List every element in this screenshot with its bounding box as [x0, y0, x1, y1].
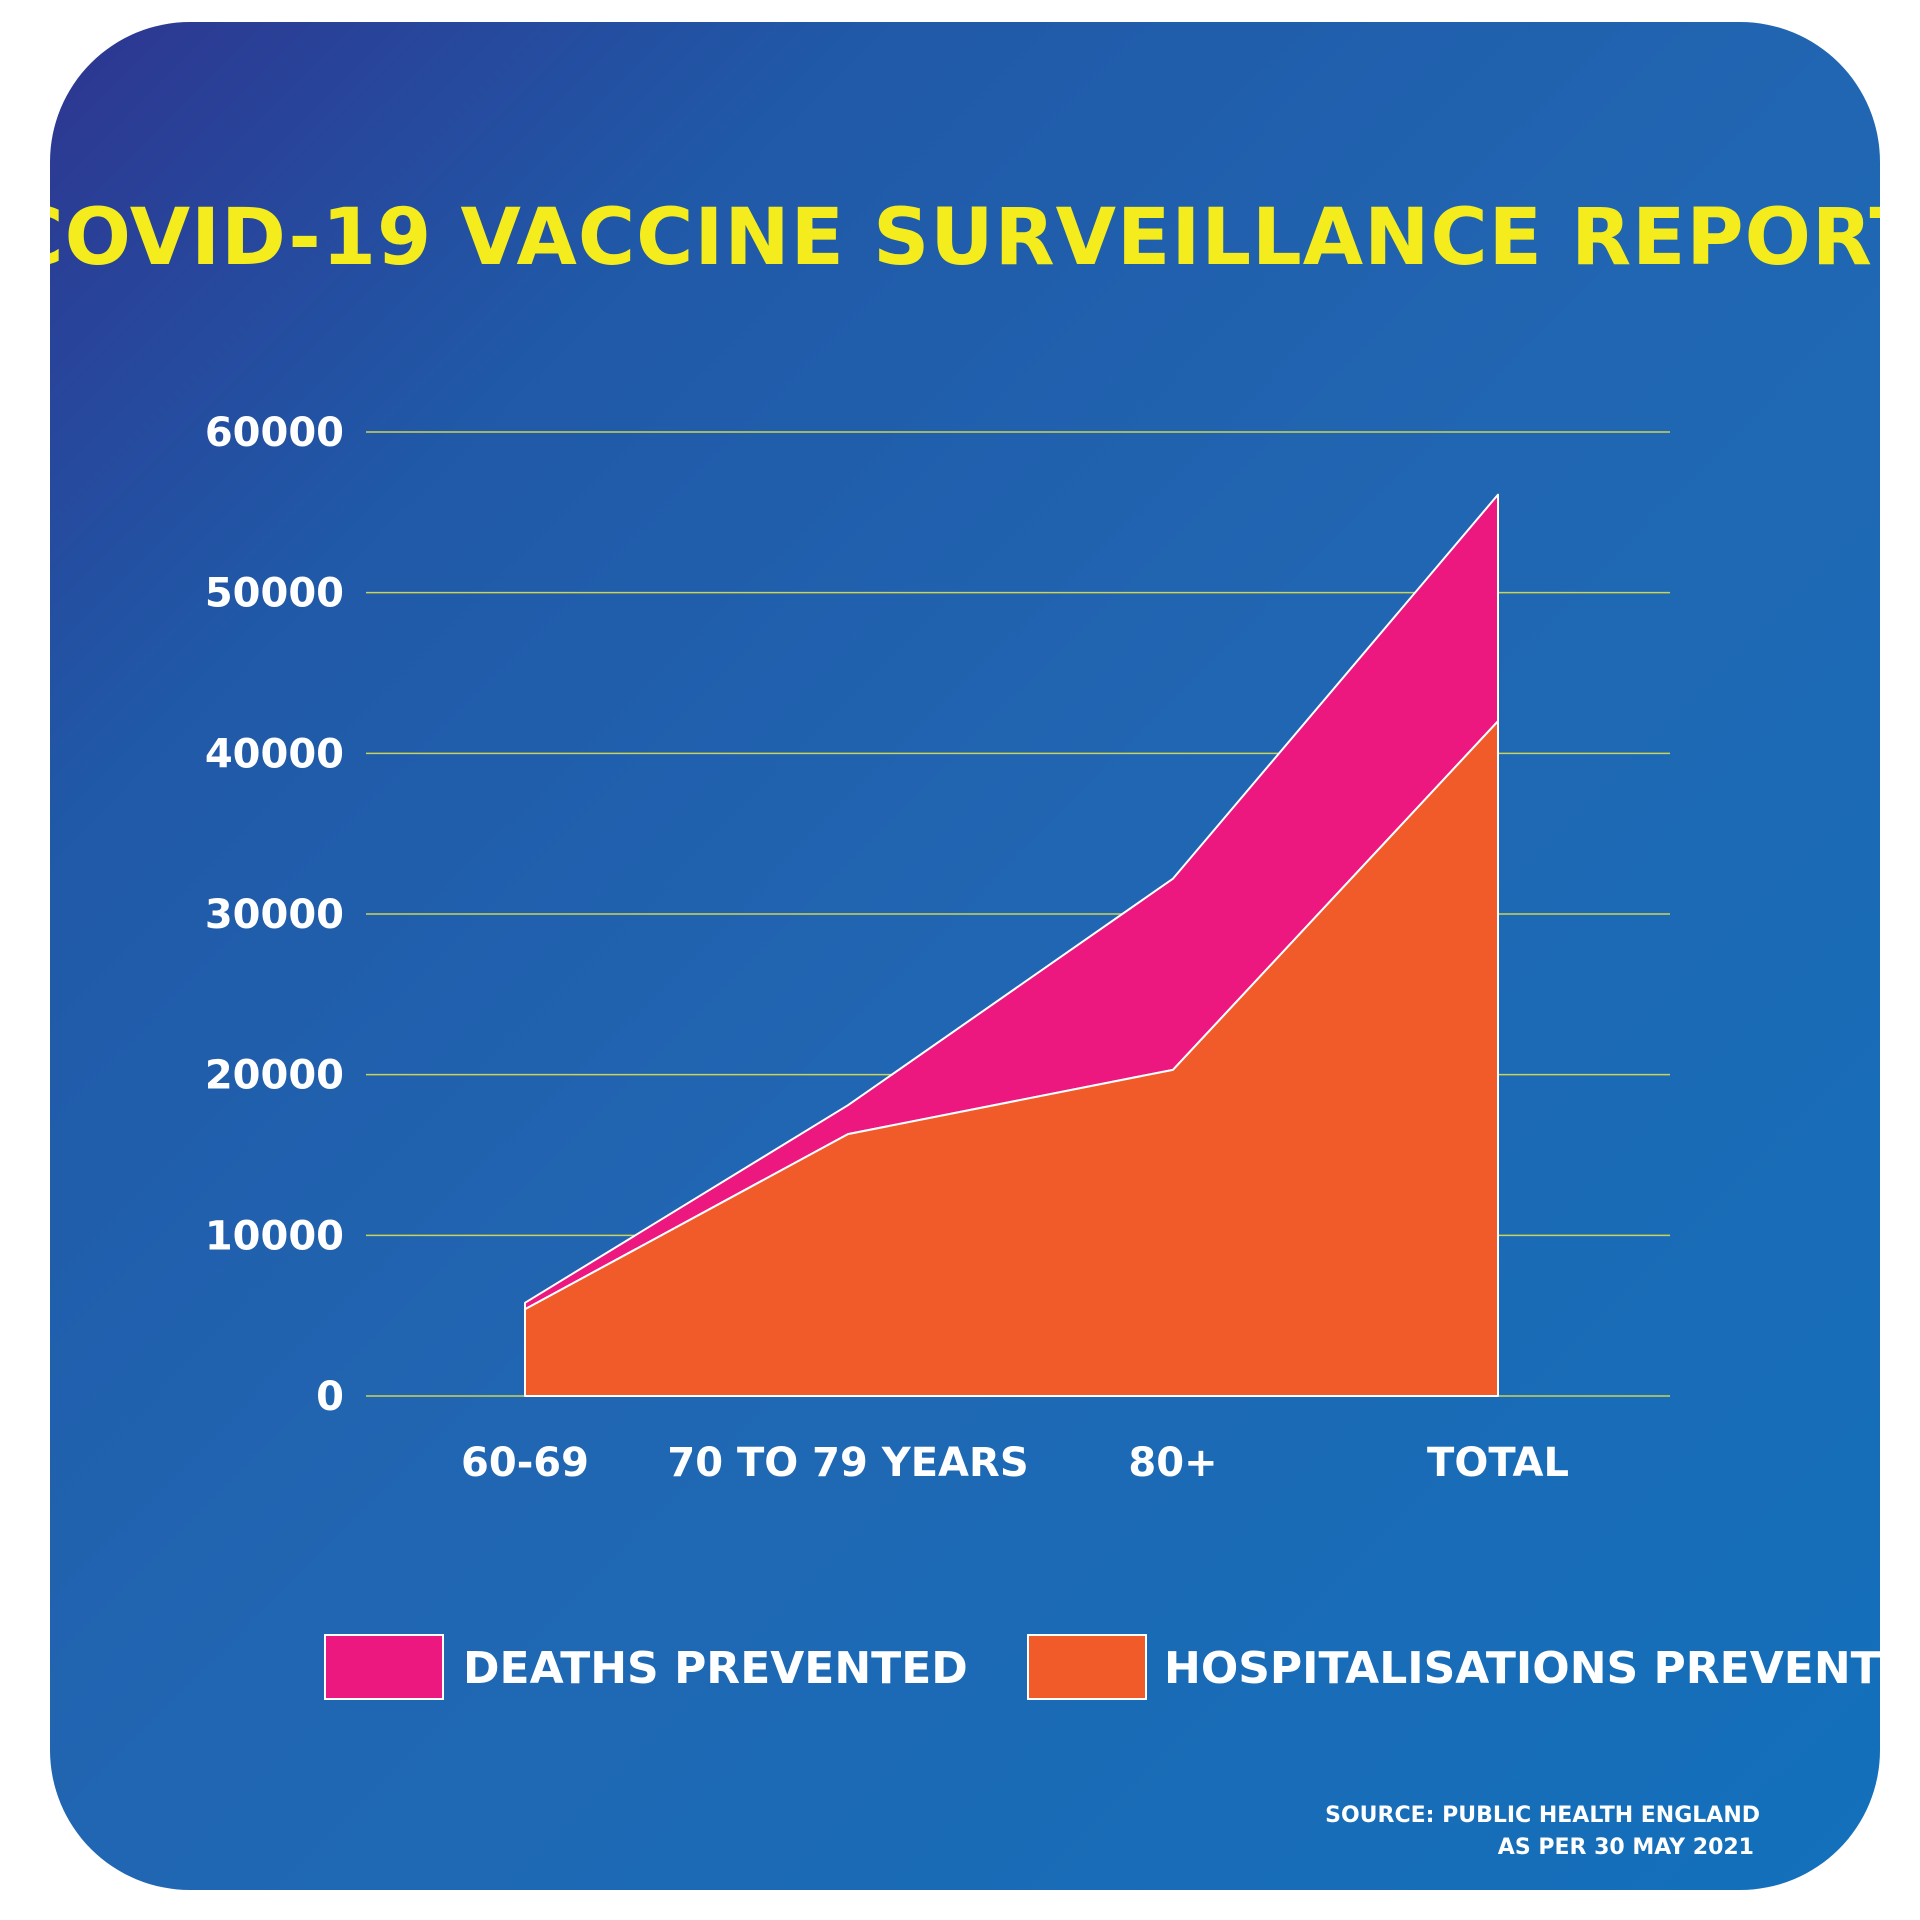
y-axis-ticks: 0 10000 20000 30000 40000 50000 60000 — [205, 410, 344, 1420]
x-tick-label: 80+ — [1128, 1440, 1217, 1486]
area-chart: COVID-19 VACCINE SURVEILLANCE REPORT 0 10… — [50, 193, 1880, 1860]
legend-label-deaths: DEATHS PREVENTED — [463, 1643, 968, 1694]
y-tick-label: 20000 — [205, 1053, 344, 1099]
y-tick-label: 0 — [316, 1374, 344, 1420]
legend-label-hospitalisations: HOSPITALISATIONS PREVENTED — [1164, 1643, 1880, 1694]
area-hospitalisations-prevented — [524, 720, 1499, 1397]
area-series — [524, 493, 1499, 1397]
y-tick-label: 30000 — [205, 892, 344, 938]
x-tick-label: 70 TO 79 YEARS — [667, 1440, 1028, 1486]
y-tick-label: 60000 — [205, 410, 344, 456]
infographic-card: COVID-19 VACCINE SURVEILLANCE REPORT 0 10… — [50, 22, 1880, 1890]
y-tick-label: 10000 — [205, 1213, 344, 1259]
x-axis-ticks: 60-69 70 TO 79 YEARS 80+ TOTAL — [461, 1440, 1569, 1486]
x-tick-label: 60-69 — [461, 1440, 589, 1486]
chart-title: COVID-19 VACCINE SURVEILLANCE REPORT — [50, 193, 1880, 283]
y-tick-label: 40000 — [205, 731, 344, 777]
y-tick-label: 50000 — [205, 571, 344, 617]
source-note: SOURCE: PUBLIC HEALTH ENGLAND AS PER 30 … — [1325, 1803, 1760, 1860]
x-tick-label: TOTAL — [1427, 1440, 1569, 1486]
legend: DEATHS PREVENTED HOSPITALISATIONS PREVEN… — [324, 1634, 1880, 1700]
source-line-1: SOURCE: PUBLIC HEALTH ENGLAND — [1325, 1803, 1760, 1828]
source-line-2: AS PER 30 MAY 2021 — [1498, 1835, 1754, 1860]
legend-swatch-deaths — [324, 1634, 444, 1700]
legend-swatch-hospitalisations — [1027, 1634, 1147, 1700]
